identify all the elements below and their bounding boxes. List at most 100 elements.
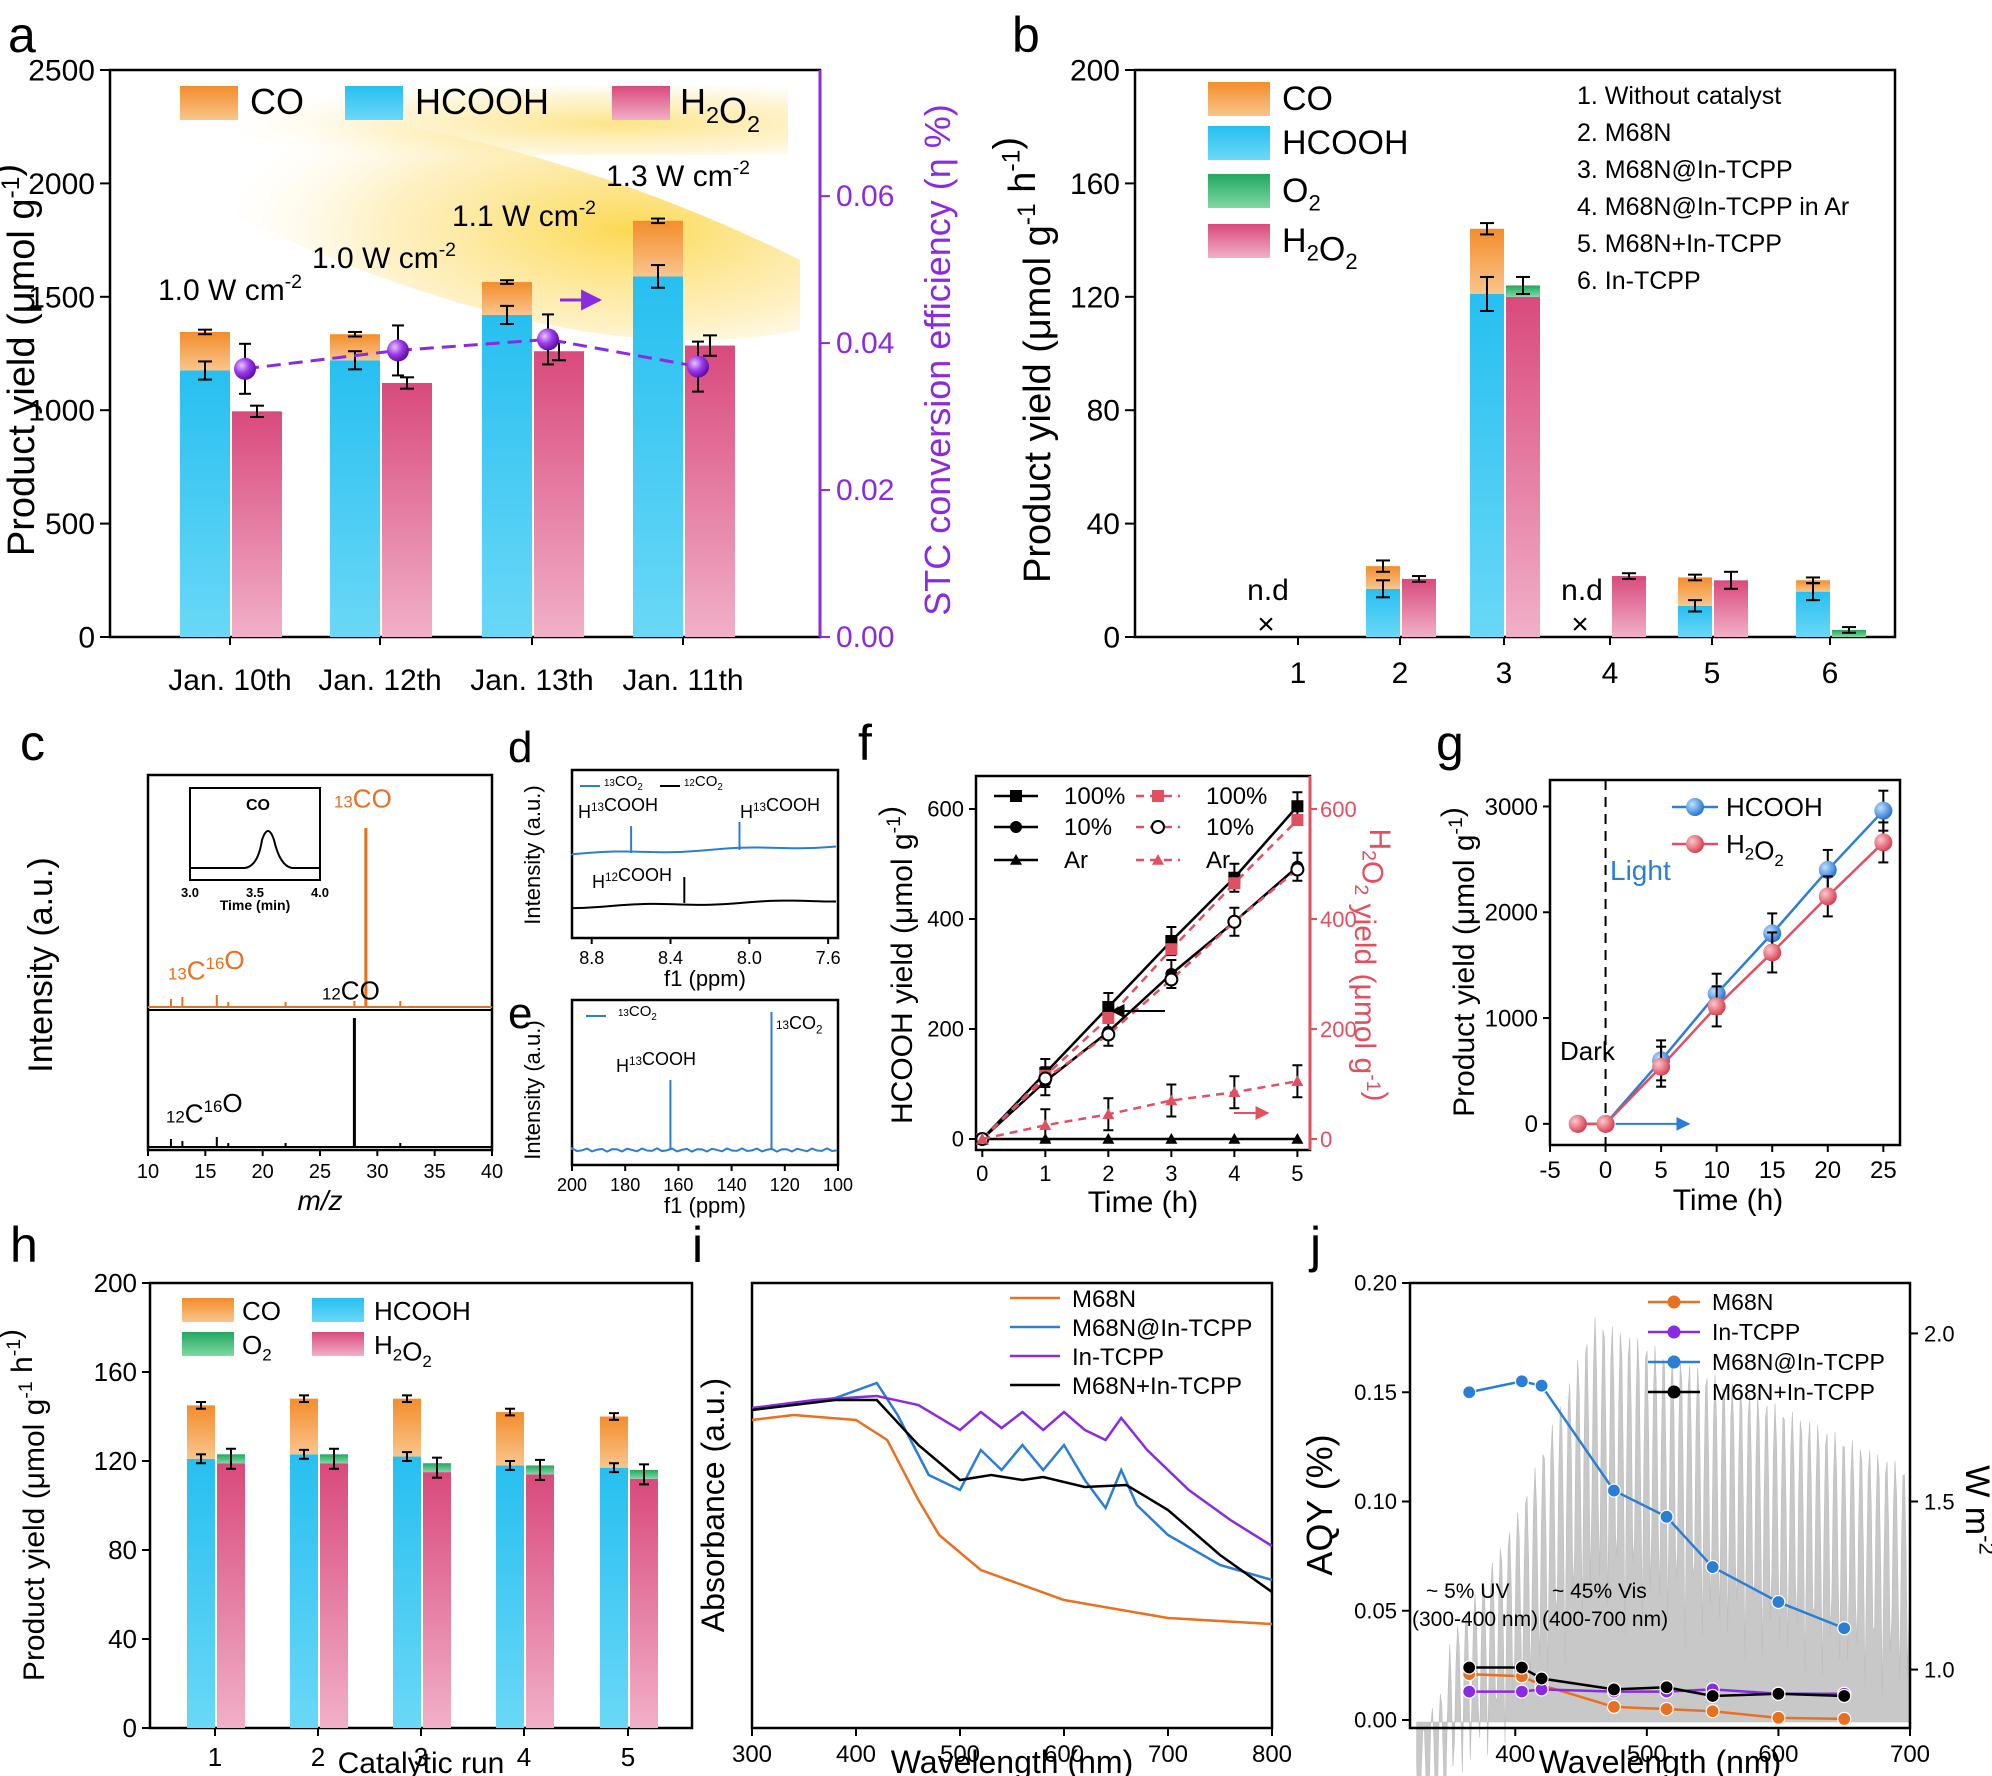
x-axis-label: f1 (ppm) bbox=[664, 966, 746, 991]
bar-hcooh bbox=[290, 1454, 318, 1728]
y-tick-label: 3000 bbox=[1485, 794, 1538, 821]
label-part: 600 bbox=[927, 797, 964, 822]
data-point bbox=[1659, 1701, 1674, 1717]
label-part: HCOOH yield (μmol g bbox=[886, 833, 919, 1124]
legend-marker bbox=[1686, 835, 1704, 853]
label-part: 4 bbox=[1228, 1161, 1240, 1186]
label-part: Product yield (μmol g bbox=[18, 1399, 51, 1681]
label-part: 120 bbox=[1070, 281, 1120, 314]
label-part: M68N+In-TCPP bbox=[1072, 1373, 1242, 1400]
y-tick-label: 0.00 bbox=[1354, 1708, 1397, 1733]
y-tick-label: 600 bbox=[927, 797, 964, 822]
inset-tick-label: 4.0 bbox=[311, 885, 329, 900]
data-point bbox=[1165, 1094, 1178, 1106]
label-part: 200 bbox=[927, 1017, 964, 1042]
label-part: H bbox=[740, 802, 753, 822]
efficiency-point bbox=[387, 339, 409, 362]
label-part: -1 bbox=[883, 816, 905, 833]
efficiency-point bbox=[687, 355, 709, 378]
y-tick-label: 0.05 bbox=[1354, 1598, 1397, 1623]
x-tick-label: 8.4 bbox=[658, 948, 683, 968]
label-part: h bbox=[10, 1217, 38, 1273]
bar-hcooh bbox=[600, 1467, 628, 1728]
legend-12co2: 12CO2 bbox=[684, 773, 723, 793]
label-part: -2 bbox=[733, 157, 750, 179]
label-part: 5 bbox=[621, 1742, 635, 1772]
label-part: 500 bbox=[1627, 1741, 1667, 1768]
label-part: 2 bbox=[717, 782, 722, 793]
label-part: 13 bbox=[334, 793, 353, 812]
label-part: 2 bbox=[422, 1352, 431, 1371]
power-label: 1.0 W cm-2 bbox=[158, 271, 302, 307]
label-part: 6. In-TCPP bbox=[1577, 267, 1701, 295]
data-point bbox=[1837, 1621, 1852, 1636]
x-tick-label: 400 bbox=[836, 1741, 876, 1768]
label-part: ~ 45% Vis bbox=[1552, 1580, 1647, 1603]
power-label: 1.3 W cm-2 bbox=[606, 157, 750, 193]
y-tick-label: 0.20 bbox=[1354, 1271, 1397, 1296]
x-tick-label: Jan. 11th bbox=[622, 664, 743, 697]
x-tick-label: 25 bbox=[1870, 1157, 1897, 1184]
label-part: 2 bbox=[816, 1023, 823, 1036]
label-part: CO bbox=[695, 773, 718, 790]
y2-tick-label: 0.00 bbox=[836, 621, 894, 654]
x-tick-label: 180 bbox=[610, 1175, 640, 1195]
bar-hcooh bbox=[633, 276, 683, 637]
label-part: 400 bbox=[1320, 907, 1357, 932]
label-part: CO bbox=[629, 1003, 652, 1020]
x-tick-label: 15 bbox=[1759, 1157, 1786, 1184]
efficiency-line bbox=[244, 337, 699, 371]
y-axis-label: Intensity (a.u.) bbox=[520, 1020, 545, 1159]
label-part: 1000 bbox=[1485, 1005, 1538, 1032]
x-tick-label: 1 bbox=[208, 1742, 222, 1772]
label-part: 140 bbox=[717, 1175, 747, 1195]
light-label: Light bbox=[1610, 855, 1671, 886]
label-part: 0.00 bbox=[836, 621, 894, 654]
label-part: 300 bbox=[732, 1741, 772, 1768]
y-tick-label: 120 bbox=[1070, 281, 1120, 314]
label-part: 0.15 bbox=[1354, 1380, 1397, 1405]
legend-co: CO bbox=[1282, 80, 1333, 118]
bar-hcooh bbox=[482, 314, 532, 637]
label-part: 180 bbox=[610, 1175, 640, 1195]
y-tick-label: 200 bbox=[1070, 55, 1120, 88]
y2-tick-label: 0.04 bbox=[836, 327, 894, 360]
x-tick-label: 4 bbox=[517, 1742, 531, 1772]
label-part: 13 bbox=[168, 965, 187, 984]
label-part: 15 bbox=[1759, 1157, 1786, 1184]
inset-tick-label: 3.0 bbox=[181, 885, 199, 900]
label-part: STC conversion efficiency (η %) bbox=[917, 104, 958, 616]
label-part: 5 bbox=[1654, 1157, 1667, 1184]
x-tick-label: 7.6 bbox=[816, 948, 841, 968]
vis-label: ~ 45% Vis bbox=[1552, 1580, 1647, 1603]
data-point bbox=[1707, 997, 1726, 1016]
panel-letter: i bbox=[692, 1217, 703, 1273]
label-part: O bbox=[1282, 172, 1308, 210]
label-part: 2 bbox=[1350, 884, 1372, 895]
label-part: CO bbox=[341, 976, 380, 1006]
x-tick-label: 140 bbox=[717, 1175, 747, 1195]
sunlight-band bbox=[178, 85, 788, 155]
legend-marker bbox=[1152, 790, 1164, 802]
data-point bbox=[1659, 1680, 1674, 1695]
x-tick-label: 0 bbox=[1599, 1157, 1612, 1184]
label-part: 25 bbox=[309, 1161, 331, 1183]
label-part: 4.0 bbox=[311, 885, 329, 900]
label-part: CO bbox=[789, 1013, 816, 1033]
label-part: 40 bbox=[1087, 508, 1120, 541]
label-part: 4 bbox=[517, 1742, 531, 1772]
label-part: CO bbox=[1282, 80, 1333, 118]
label-part: Ar bbox=[1064, 847, 1088, 874]
peak-label: H13COOH bbox=[578, 795, 658, 822]
label-part: 30 bbox=[366, 1161, 388, 1183]
bar-h2o2 bbox=[217, 1463, 245, 1728]
y2-tick-label: 200 bbox=[1320, 1017, 1357, 1042]
label-part: ) bbox=[1360, 1092, 1393, 1102]
label-part: 2 bbox=[1358, 850, 1380, 861]
y-tick-label: 2500 bbox=[28, 55, 95, 88]
bar-h2o2 bbox=[685, 345, 735, 637]
bar-co bbox=[600, 1416, 628, 1468]
legend-marker bbox=[1667, 1355, 1681, 1369]
